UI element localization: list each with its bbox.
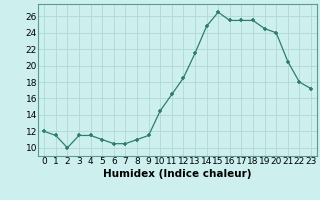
X-axis label: Humidex (Indice chaleur): Humidex (Indice chaleur)	[103, 169, 252, 179]
